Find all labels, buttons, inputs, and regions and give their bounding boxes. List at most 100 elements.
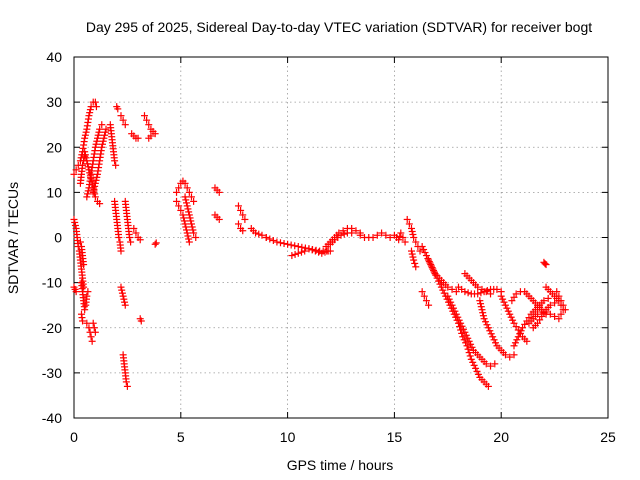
data-point <box>308 246 316 254</box>
x-tick-label: 20 <box>493 429 509 445</box>
data-point <box>487 290 495 298</box>
data-point <box>487 330 495 338</box>
data-point <box>311 247 319 255</box>
data-point <box>460 336 468 344</box>
data-point <box>477 303 485 311</box>
data-point <box>490 336 498 344</box>
series-arc10 <box>82 288 92 309</box>
data-point <box>451 307 459 315</box>
data-point <box>86 106 94 114</box>
data-point <box>407 224 415 232</box>
data-point <box>399 234 407 241</box>
series-arc36 <box>288 245 332 260</box>
data-point <box>91 328 99 336</box>
data-point <box>134 134 142 142</box>
series-arc16 <box>113 103 122 113</box>
data-point <box>147 132 155 140</box>
data-point <box>482 360 490 368</box>
series-arc31 <box>211 211 223 223</box>
data-point <box>84 288 92 296</box>
data-point <box>483 287 491 295</box>
data-point <box>436 280 444 288</box>
data-point <box>412 263 420 271</box>
data-point <box>482 288 490 296</box>
series-arc18 <box>121 197 135 246</box>
series-arc54 <box>525 308 565 327</box>
y-tick-label: 0 <box>54 230 62 246</box>
data-point <box>92 176 100 184</box>
data-point <box>112 161 120 169</box>
data-point <box>546 310 554 318</box>
data-point <box>101 128 109 136</box>
data-point <box>458 329 466 337</box>
data-point <box>121 121 129 129</box>
data-point <box>262 234 270 241</box>
data-point <box>405 220 413 228</box>
y-tick-label: 20 <box>46 139 62 155</box>
data-point <box>452 288 460 296</box>
data-point <box>448 301 456 309</box>
data-point <box>132 229 140 237</box>
data-point <box>418 288 426 296</box>
data-point <box>241 215 249 223</box>
data-point <box>416 247 424 255</box>
data-point <box>477 300 485 308</box>
data-point <box>409 230 417 238</box>
data-point <box>101 131 109 139</box>
data-point <box>551 299 559 307</box>
data-point <box>81 134 89 142</box>
data-point <box>445 295 453 303</box>
data-point <box>143 116 151 124</box>
data-point <box>477 289 485 297</box>
series-arc41 <box>403 215 424 255</box>
data-point <box>484 324 492 332</box>
data-point <box>429 265 437 273</box>
data-point <box>424 255 432 263</box>
data-point <box>192 234 200 241</box>
data-point <box>71 218 79 226</box>
data-point <box>461 288 469 296</box>
series-arc02 <box>70 215 88 291</box>
data-point <box>340 230 348 238</box>
data-point <box>179 211 187 219</box>
data-point <box>457 319 465 327</box>
data-point <box>182 196 190 204</box>
data-point <box>506 310 514 318</box>
series-arc09 <box>77 279 89 314</box>
series-arc25 <box>145 132 155 142</box>
data-point <box>373 231 381 239</box>
data-point <box>93 137 101 145</box>
y-tick-label: -20 <box>42 320 62 336</box>
data-point <box>185 238 193 246</box>
data-point <box>70 215 78 223</box>
data-point <box>177 206 185 214</box>
data-point <box>190 197 198 205</box>
data-point <box>84 190 92 198</box>
data-point <box>185 211 193 219</box>
data-point <box>184 232 192 240</box>
data-point <box>410 256 418 264</box>
data-point <box>420 246 428 254</box>
data-point <box>541 260 549 268</box>
data-point <box>123 382 131 390</box>
data-point <box>435 277 443 285</box>
data-point <box>510 351 518 359</box>
data-point <box>90 185 98 193</box>
data-point <box>459 333 467 341</box>
data-point <box>239 227 247 235</box>
data-point <box>401 238 409 246</box>
series-arc33 <box>234 220 247 235</box>
data-point <box>96 125 104 133</box>
y-tick-label: -30 <box>42 365 62 381</box>
data-point <box>523 337 531 345</box>
data-point <box>408 250 416 258</box>
data-point <box>91 143 99 151</box>
data-point <box>507 313 515 321</box>
data-point <box>418 243 426 251</box>
data-point <box>542 308 550 316</box>
data-point <box>491 360 499 368</box>
series-arc47 <box>454 283 505 298</box>
data-point <box>437 283 445 291</box>
data-point <box>422 297 430 305</box>
data-point <box>482 318 490 326</box>
